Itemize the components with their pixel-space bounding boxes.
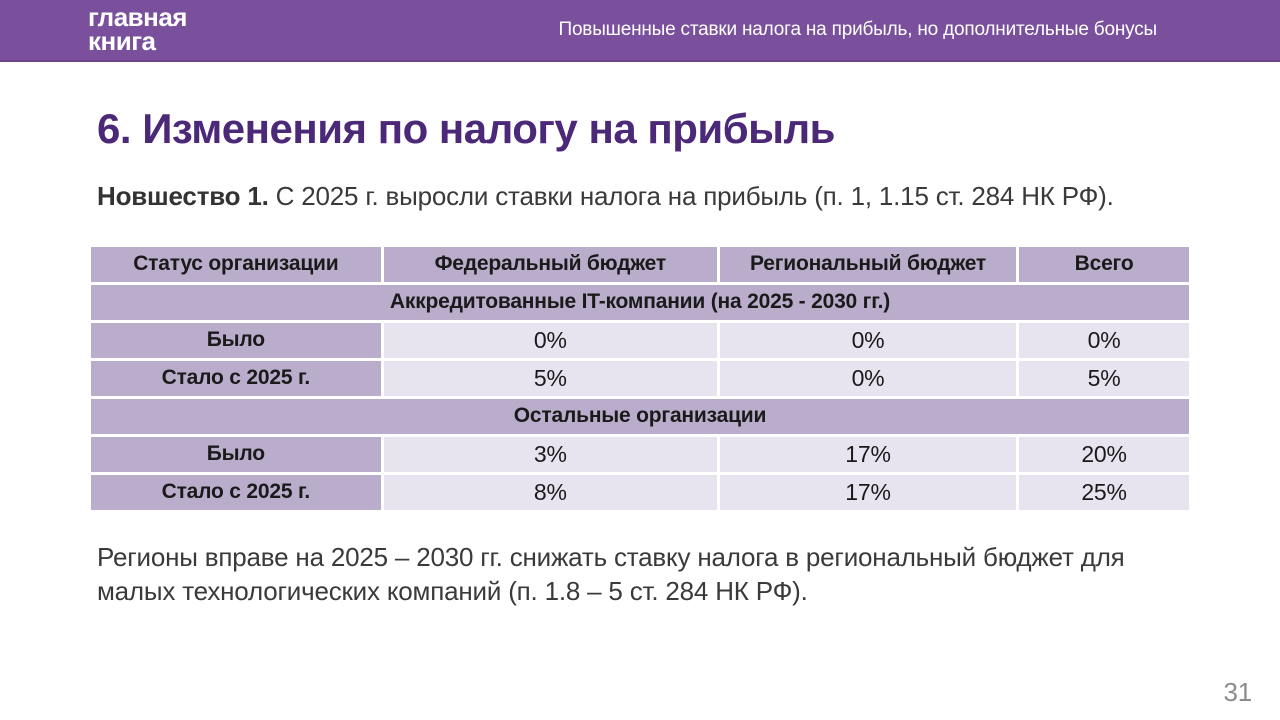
table-row: Было 3% 17% 20% bbox=[91, 436, 1189, 472]
section-title-it: Аккредитованные IT-компании (на 2025 - 2… bbox=[91, 284, 1189, 320]
value-cell: 0% bbox=[719, 322, 1017, 358]
section-title-other: Остальные организации bbox=[91, 398, 1189, 434]
value-cell: 8% bbox=[383, 474, 717, 510]
table-header-row: Статус организации Федеральный бюджет Ре… bbox=[91, 246, 1189, 282]
value-cell: 20% bbox=[1019, 436, 1189, 472]
section-row-other: Остальные организации bbox=[91, 398, 1189, 434]
intro-paragraph: Новшество 1. С 2025 г. выросли ставки на… bbox=[97, 180, 1185, 214]
value-cell: 5% bbox=[383, 360, 717, 396]
value-cell: 0% bbox=[1019, 322, 1189, 358]
row-label: Было bbox=[91, 322, 381, 358]
value-cell: 0% bbox=[383, 322, 717, 358]
section-row-it: Аккредитованные IT-компании (на 2025 - 2… bbox=[91, 284, 1189, 320]
note-paragraph: Регионы вправе на 2025 – 2030 гг. снижат… bbox=[97, 541, 1125, 606]
row-label: Стало с 2025 г. bbox=[91, 360, 381, 396]
table-row: Стало с 2025 г. 5% 0% 5% bbox=[91, 360, 1189, 396]
intro-lead: Новшество 1. bbox=[97, 181, 269, 212]
row-label: Было bbox=[91, 436, 381, 472]
brand-bar: главная книга Повышенные ставки налога н… bbox=[0, 0, 1280, 62]
value-cell: 17% bbox=[719, 474, 1017, 510]
intro-text: С 2025 г. выросли ставки налога на прибы… bbox=[268, 181, 1114, 212]
value-cell: 3% bbox=[383, 436, 717, 472]
table-row: Стало с 2025 г. 8% 17% 25% bbox=[91, 474, 1189, 510]
tax-rates-table: Статус организации Федеральный бюджет Ре… bbox=[88, 244, 1192, 513]
slide-body: 6. Изменения по налогу на прибыль Новшес… bbox=[0, 105, 1280, 609]
value-cell: 25% bbox=[1019, 474, 1189, 510]
value-cell: 17% bbox=[719, 436, 1017, 472]
header-tagline: Повышенные ставки налога на прибыль, но … bbox=[558, 19, 1157, 40]
column-header-total: Всего bbox=[1019, 246, 1189, 282]
slide-title: 6. Изменения по налогу на прибыль bbox=[97, 105, 836, 152]
value-cell: 5% bbox=[1019, 360, 1189, 396]
value-cell: 0% bbox=[719, 360, 1017, 396]
page-number: 31 bbox=[1223, 677, 1252, 707]
table-row: Было 0% 0% 0% bbox=[91, 322, 1189, 358]
row-label: Стало с 2025 г. bbox=[91, 474, 381, 510]
column-header-federal: Федеральный бюджет bbox=[383, 246, 717, 282]
column-header-status: Статус организации bbox=[91, 246, 381, 282]
logo-line1: главная bbox=[88, 2, 187, 33]
logo-line2: книга bbox=[88, 26, 156, 56]
column-header-regional: Региональный бюджет bbox=[719, 246, 1017, 282]
glavnaya-kniga-logo: главная книга bbox=[88, 2, 187, 56]
